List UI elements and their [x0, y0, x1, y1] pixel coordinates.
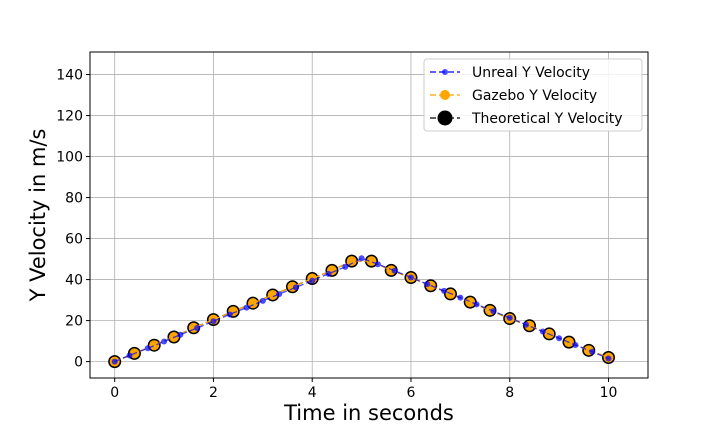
data-point: [177, 331, 184, 338]
data-point: [605, 355, 612, 362]
data-point: [126, 352, 133, 359]
legend-label: Theoretical Y Velocity: [471, 111, 623, 127]
y-tick-label: 140: [56, 68, 83, 84]
legend-label: Gazebo Y Velocity: [472, 88, 597, 104]
data-point: [111, 358, 118, 365]
x-tick-label: 10: [600, 385, 618, 401]
y-tick-label: 100: [56, 150, 83, 166]
y-tick-label: 120: [56, 109, 83, 125]
data-point: [374, 261, 381, 268]
series-theoretical-y-velocity: [108, 254, 615, 369]
data-point: [424, 281, 431, 288]
data-point: [457, 294, 464, 301]
x-tick-label: 8: [505, 385, 514, 401]
y-axis-title: Y Velocity in m/s: [26, 129, 50, 303]
data-point: [149, 340, 160, 351]
data-point: [346, 256, 357, 267]
data-point: [523, 321, 530, 328]
data-point: [325, 270, 332, 277]
data-point: [366, 256, 377, 267]
legend-item: Theoretical Y Velocity: [430, 110, 623, 127]
data-point: [391, 267, 398, 274]
data-point: [407, 274, 414, 281]
x-tick-label: 6: [407, 385, 416, 401]
series-line: [114, 260, 609, 363]
x-tick-label: 2: [209, 385, 218, 401]
data-point: [506, 314, 513, 321]
data-point: [144, 345, 151, 352]
y-tick-label: 0: [74, 355, 83, 371]
data-point: [210, 318, 217, 325]
data-point: [309, 277, 316, 284]
data-point: [276, 291, 283, 298]
legend-item: Gazebo Y Velocity: [430, 88, 597, 104]
data-point: [465, 297, 476, 308]
series-line: [114, 257, 609, 363]
data-point: [490, 308, 497, 315]
data-point: [589, 348, 596, 355]
legend-item: Unreal Y Velocity: [430, 65, 590, 81]
data-point: [441, 287, 448, 294]
x-tick-label: 4: [308, 385, 317, 401]
data-point: [243, 304, 250, 311]
legend-box: [423, 58, 643, 132]
data-point: [358, 255, 365, 262]
legend-label: Unreal Y Velocity: [472, 65, 590, 81]
x-tick-label: 0: [110, 385, 119, 401]
plot-frame: [89, 51, 649, 379]
series-layer: [108, 254, 615, 369]
data-point: [539, 328, 546, 335]
data-point: [342, 263, 349, 270]
data-point: [292, 284, 299, 291]
y-tick-label: 60: [65, 232, 83, 248]
legend-marker: [440, 90, 450, 100]
series-line: [114, 260, 609, 363]
data-point: [194, 324, 201, 331]
data-point: [161, 338, 168, 345]
y-tick-label: 20: [65, 314, 83, 330]
y-tick-label: 40: [65, 273, 83, 289]
legend-marker: [437, 110, 453, 126]
data-point: [259, 297, 266, 304]
data-point: [267, 289, 278, 300]
x-axis-title: Time in seconds: [283, 401, 454, 425]
series-gazebo-y-velocity: [109, 256, 614, 367]
legend-marker: [442, 69, 448, 75]
data-point: [473, 301, 480, 308]
y-tick-label: 80: [65, 191, 83, 207]
series-unreal-y-velocity: [111, 255, 612, 365]
data-point: [226, 311, 233, 318]
data-point: [572, 341, 579, 348]
data-point: [556, 335, 563, 342]
legend: Unreal Y Velocity Gazebo Y Velocity Theore…: [423, 58, 643, 132]
